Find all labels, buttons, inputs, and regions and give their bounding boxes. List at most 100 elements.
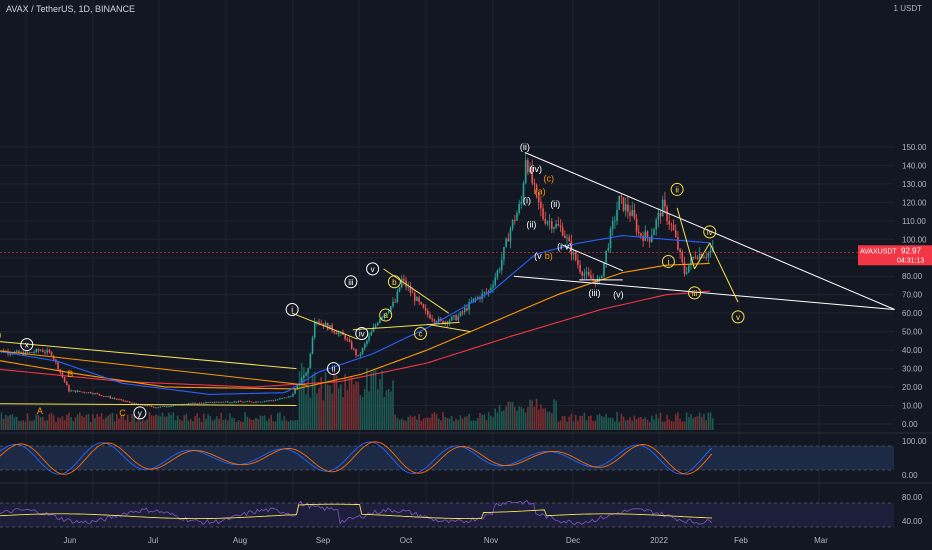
volume-bar (303, 367, 305, 430)
candle-body (357, 355, 359, 356)
candle-body (383, 313, 386, 317)
wave-label: (v) (613, 290, 624, 300)
volume-bar (366, 368, 368, 430)
volume-bar (385, 390, 388, 430)
candle-body (372, 327, 375, 332)
volume-bar (274, 421, 277, 430)
volume-bar (18, 421, 20, 430)
volume-bar (583, 412, 586, 430)
volume-bar (350, 376, 353, 430)
candle-body (385, 312, 388, 314)
candle-body (333, 330, 336, 333)
candle-body (257, 401, 259, 403)
volume-bar (390, 391, 392, 430)
volume-bar (98, 416, 101, 430)
candle-body (122, 399, 125, 401)
candle-body (509, 228, 512, 242)
candle-body (65, 381, 68, 386)
candle-body (31, 352, 33, 353)
candle-body (620, 195, 623, 198)
candle-body (672, 225, 675, 231)
candle-body (124, 400, 127, 402)
candle-body (283, 397, 286, 399)
candle-body (87, 392, 90, 393)
volume-bar (309, 397, 312, 430)
ma-fast-line (0, 235, 710, 395)
candle-body (614, 220, 616, 222)
wave-label: i (668, 257, 670, 266)
volume-bar (537, 409, 540, 430)
price-tick-label: 30.00 (902, 365, 923, 374)
wedge-line (561, 244, 623, 272)
currency-label[interactable]: 1 USDT (893, 4, 922, 13)
candle-body (266, 400, 268, 402)
candle-body (553, 227, 555, 229)
candle-body (418, 297, 420, 302)
candle-body (413, 293, 416, 301)
candle-body (194, 402, 196, 404)
candle-body (250, 401, 253, 403)
volume-bar (372, 370, 375, 430)
volume-bar (244, 412, 246, 430)
wave-label: A (37, 406, 43, 416)
candle-body (396, 291, 399, 303)
rsi-tick-label: 40.00 (902, 517, 923, 526)
candle-body (337, 332, 340, 335)
candle-body (659, 212, 662, 217)
candle-body (211, 401, 214, 403)
price-tick-label: 120.00 (902, 198, 927, 207)
volume-bar (340, 384, 342, 430)
volume-bar (618, 421, 620, 430)
candle-body (92, 393, 94, 395)
candle-body (677, 237, 679, 250)
volume-bar (109, 414, 112, 430)
symbol-title[interactable]: AVAX / TetherUS, 1D, BINANCE (6, 4, 136, 14)
candle-body (348, 339, 351, 342)
volume-bar (453, 421, 455, 430)
volume-bar (446, 418, 449, 430)
candle-body (294, 388, 296, 394)
candle-body (490, 287, 492, 291)
candle-body (326, 323, 329, 330)
candle-body (394, 301, 396, 303)
rsi-line (0, 500, 713, 525)
volume-bar (470, 420, 473, 430)
candle-body (255, 401, 257, 403)
candle-body (520, 201, 523, 205)
candle-body (26, 352, 29, 353)
volume-bar (370, 372, 373, 430)
candle-body (272, 400, 275, 402)
candle-body (433, 319, 436, 322)
volume-bar (546, 411, 549, 430)
candle-body (118, 399, 120, 401)
volume-bar (287, 421, 290, 430)
volume-bar (463, 416, 466, 430)
rsi-tick-label: 80.00 (902, 493, 923, 502)
candle-body (603, 262, 605, 276)
price-tick-label: 110.00 (902, 217, 926, 226)
candle-body (505, 238, 507, 248)
volume-bar (196, 413, 199, 430)
volume-bar (55, 421, 57, 430)
candle-body (653, 229, 655, 236)
wave-label: iii (692, 289, 698, 298)
volume-bar (627, 419, 629, 430)
candle-body (657, 212, 660, 220)
candle-body (485, 292, 488, 293)
volume-bar (659, 412, 662, 430)
candle-body (368, 335, 370, 341)
volume-bar (333, 371, 336, 430)
wave-label: b (392, 278, 397, 287)
candle-body (548, 221, 551, 223)
volume-bar (353, 384, 355, 430)
candle-body (61, 372, 64, 378)
candle-body (561, 227, 564, 236)
candle-body (146, 405, 149, 407)
volume-bar (568, 416, 570, 430)
volume-bar (65, 414, 68, 430)
volume-bar (540, 404, 542, 430)
volume-bar (572, 421, 575, 430)
volume-bar (211, 420, 214, 430)
